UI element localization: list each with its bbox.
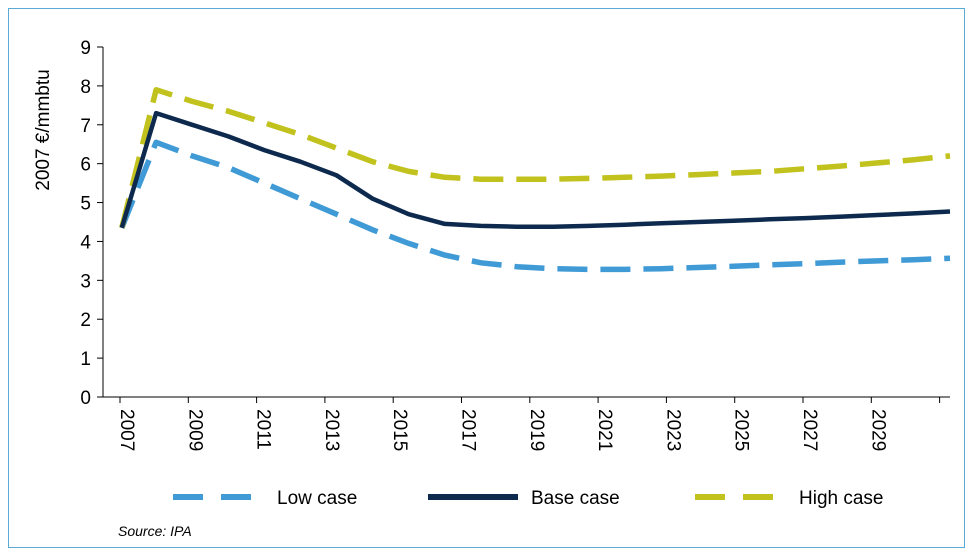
legend: Low case Base case High case <box>173 488 884 509</box>
y-tick-label: 5 <box>80 194 91 215</box>
chart-frame <box>8 8 965 548</box>
series-group <box>119 87 951 273</box>
series-line-high-case <box>119 87 951 229</box>
x-tick-label: 2021 <box>594 409 615 451</box>
x-tick-label: 2027 <box>799 409 820 451</box>
series-line-low-case <box>119 139 951 273</box>
y-tick-label: 9 <box>80 38 91 59</box>
y-tick-label: 4 <box>80 232 91 253</box>
x-tick-label: 2017 <box>458 409 479 451</box>
source-note: Source: IPA <box>118 523 192 539</box>
y-tick-label: 6 <box>80 155 91 176</box>
legend-label: High case <box>799 488 884 509</box>
series-line-base-case <box>119 110 951 229</box>
x-tick-label: 2007 <box>116 409 137 451</box>
x-tick-label: 2025 <box>731 409 752 451</box>
x-tick-label: 2029 <box>867 409 888 451</box>
x-tick-label: 2011 <box>253 409 274 450</box>
x-tick-label: 2009 <box>184 409 205 451</box>
y-tick-label: 8 <box>80 77 91 98</box>
x-tick-label: 2013 <box>321 409 342 451</box>
axes: 0 1 2 3 4 5 6 7 8 9 2007 2009 2011 2013 2015 2017 2019 20… <box>80 38 950 451</box>
legend-label: Low case <box>277 488 357 509</box>
y-tick-label: 0 <box>80 388 91 409</box>
x-tick-label: 2015 <box>389 409 410 451</box>
y-axis-title: 2007 €/mmbtu <box>33 69 54 190</box>
y-tick-label: 2 <box>80 310 91 331</box>
legend-label: Base case <box>531 488 620 509</box>
y-tick-label: 7 <box>80 116 91 137</box>
y-tick-label: 3 <box>80 271 91 292</box>
x-tick-label: 2019 <box>526 409 547 451</box>
x-tick-label: 2023 <box>662 409 683 451</box>
y-tick-label: 1 <box>80 349 91 370</box>
